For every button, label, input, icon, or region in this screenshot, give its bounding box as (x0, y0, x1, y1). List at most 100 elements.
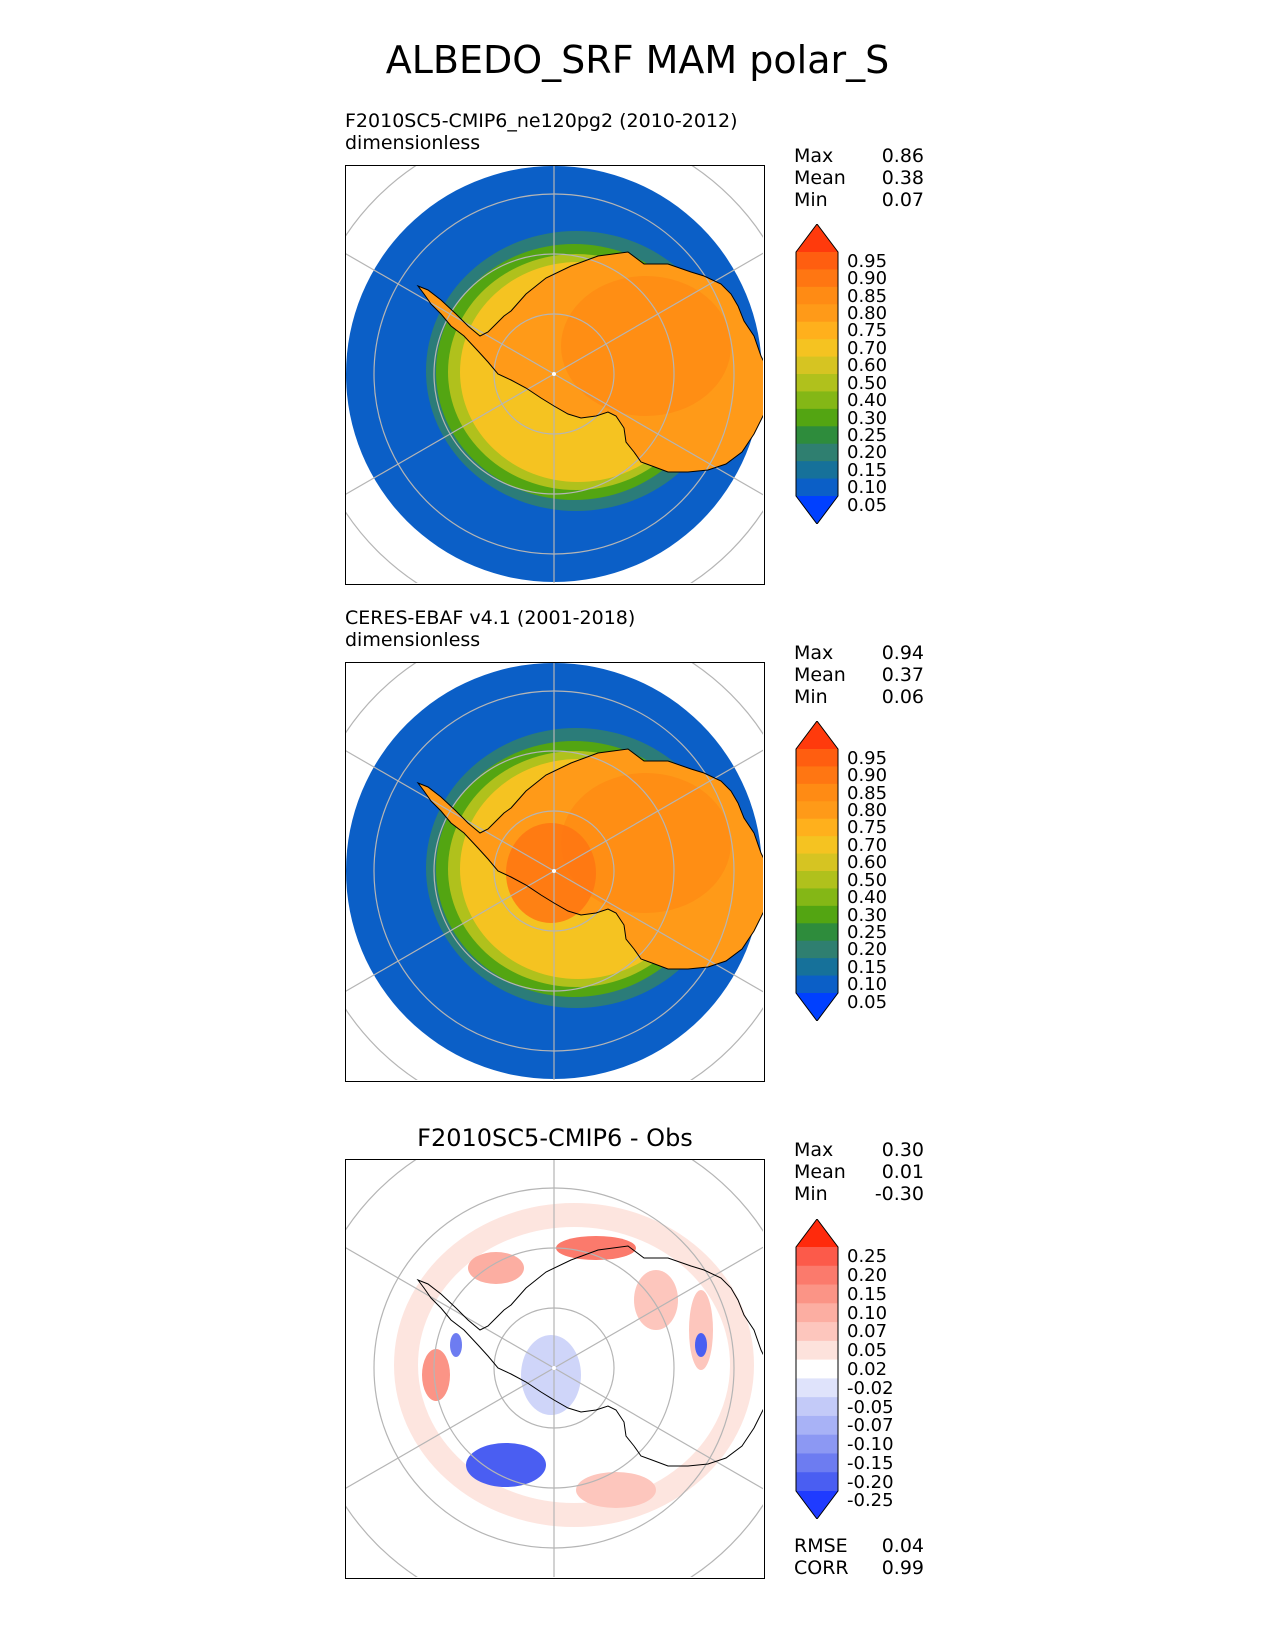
pole-marker (552, 372, 556, 376)
colorbar-tick-label: 0.25 (847, 425, 888, 446)
colorbar-tick-label: 0.30 (847, 407, 888, 429)
colorbar-tick-label: 0.80 (847, 303, 888, 324)
panel-3-map-frame (276, 1048, 832, 1650)
stat-value: 0.01 (881, 1161, 924, 1183)
colorbar-segment (796, 1453, 838, 1473)
stat-min-row: Min 0.07 (794, 189, 924, 211)
stat-label: Max (794, 642, 834, 664)
colorbar-segment (796, 269, 838, 288)
colorbar-outline (795, 720, 839, 1022)
colorbar-tick-label: 0.85 (847, 782, 888, 804)
colorbar-tick-label: 0.05 (847, 494, 888, 516)
colorbar-segment (796, 1378, 838, 1398)
stat-label: Mean (794, 1161, 846, 1183)
colorbar-segment (796, 1340, 838, 1361)
colorbar-segment (796, 783, 838, 802)
panel-3-colorbar-labels: 0.25 0.20 0.15 0.10 0.07 0.05 0.02 -0.02 -0.05 -0… (847, 1219, 907, 1519)
diff-negative (695, 1333, 707, 1357)
colorbar-tick-label: -0.05 (847, 1396, 894, 1418)
pole-marker (552, 869, 556, 873)
colorbar-segment (796, 1303, 838, 1323)
panel-2-stats: Max 0.94 Mean 0.37 Min 0.06 (794, 642, 924, 708)
colorbar-segment (796, 1247, 838, 1267)
colorbar-tick-label: -0.10 (847, 1434, 894, 1456)
colorbar-tick-label: 0.05 (847, 1340, 888, 1362)
colorbar-tick-label: 0.10 (847, 1302, 888, 1324)
colorbar-extend-min (796, 1491, 838, 1519)
diff-negative (450, 1333, 462, 1357)
colorbar-segment (796, 888, 838, 907)
colorbar-extend-min (796, 496, 838, 524)
colorbar-tick-label: 0.10 (847, 477, 888, 499)
stat-min-row: Min 0.06 (794, 686, 924, 708)
panel-2-colorbar-labels: 0.95 0.90 0.85 0.80 0.75 0.70 0.60 0.50 0.40 0.30… (847, 721, 907, 1021)
colorbar-tick-label: 0.60 (847, 852, 888, 874)
colorbar-segment (796, 766, 838, 785)
panel-1-map-frame (276, 54, 832, 694)
colorbar-segment (796, 1359, 838, 1379)
colorbar-tick-label: -0.07 (847, 1415, 894, 1437)
stat-label: RMSE (794, 1535, 848, 1557)
panel-1-units: dimensionless (345, 132, 481, 154)
colorbar-tick-label: 0.50 (847, 372, 888, 394)
colorbar-tick-label: 0.15 (847, 459, 888, 481)
stat-label: CORR (794, 1557, 849, 1579)
panel-2-units: dimensionless (345, 629, 481, 651)
stat-label: Max (794, 145, 834, 167)
colorbar-tick-label: 0.25 (847, 922, 888, 943)
stat-value: 0.30 (881, 1139, 924, 1161)
colorbar-segment (796, 426, 838, 445)
colorbar-segment (796, 321, 838, 340)
diff-positive (576, 1472, 656, 1508)
stat-label: Mean (794, 167, 846, 189)
pole-marker (552, 1366, 556, 1370)
colorbar-tick-label: 0.90 (847, 765, 888, 787)
colorbar-tick-label: 0.15 (847, 956, 888, 978)
colorbar-extend-max (796, 721, 838, 749)
stat-label: Max (794, 1139, 834, 1161)
stat-value: 0.99 (881, 1557, 924, 1579)
panel-1-title-line1: F2010SC5-CMIP6_ne120pg2 (2010-2012) (345, 110, 738, 132)
stat-label: Min (794, 189, 828, 211)
colorbar-tick-label: 0.75 (847, 817, 888, 839)
colorbar-segment (796, 1472, 838, 1492)
colorbar-tick-label: 0.02 (847, 1359, 888, 1380)
colorbar-segment (796, 443, 838, 462)
diff-negative (466, 1443, 546, 1487)
coastline (416, 1245, 772, 1467)
stat-value: 0.37 (881, 664, 924, 686)
colorbar-tick-label: 0.70 (847, 337, 888, 359)
colorbar-tick-label: 0.80 (847, 800, 888, 821)
stat-mean-row: Mean 0.37 (794, 664, 924, 686)
stat-value: -0.30 (874, 1183, 924, 1205)
colorbar-segment (796, 940, 838, 959)
colorbar-extend-max (796, 224, 838, 252)
colorbar-tick-label: -0.25 (847, 1490, 894, 1512)
stat-value: 0.94 (881, 642, 924, 664)
panel-1-map (276, 54, 832, 694)
panel-1-colorbar (794, 223, 840, 525)
colorbar-segment (796, 478, 838, 497)
colorbar-outline (795, 1218, 839, 1520)
stat-label: Min (794, 1183, 828, 1205)
colorbar-tick-label: 0.05 (847, 991, 888, 1013)
colorbar-segment (796, 339, 838, 358)
stat-mean-row: Mean 0.01 (794, 1161, 924, 1183)
panel-1-colorbar-bar (795, 223, 839, 525)
colorbar-tick-label: 0.50 (847, 869, 888, 891)
colorbar-segment (796, 1415, 838, 1436)
colorbar-tick-label: -0.20 (847, 1471, 894, 1493)
stat-mean-row: Mean 0.38 (794, 167, 924, 189)
rmse-row: RMSE 0.04 (794, 1535, 924, 1557)
colorbar-segment (796, 1284, 838, 1304)
colorbar-tick-label: 0.95 (847, 250, 888, 272)
colorbar-segment (796, 818, 838, 837)
colorbar-tick-label: 0.20 (847, 939, 888, 961)
figure-title: ALBEDO_SRF MAM polar_S (385, 38, 890, 82)
diff-positive (689, 1290, 713, 1370)
stat-min-row: Min -0.30 (794, 1183, 924, 1205)
colorbar-tick-label: 0.90 (847, 268, 888, 290)
colorbar-extend-max (796, 1219, 838, 1247)
colorbar-segment (796, 391, 838, 410)
colorbar-segment (796, 923, 838, 942)
